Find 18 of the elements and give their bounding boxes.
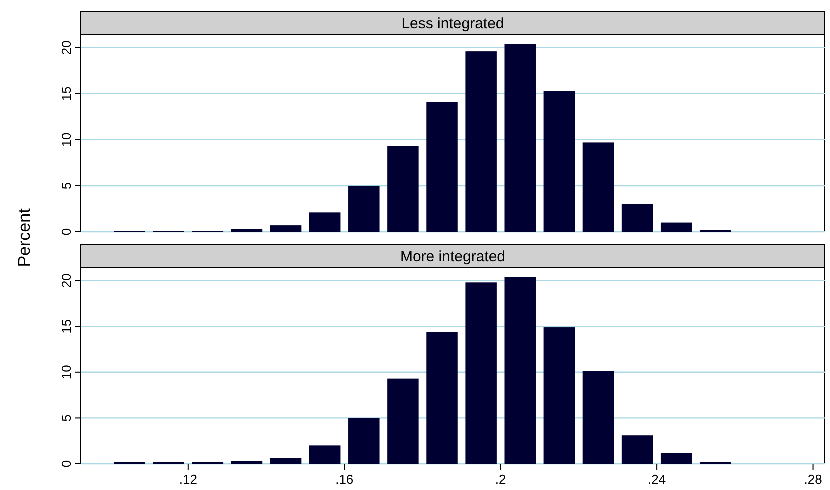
x-tick-label: .28: [804, 472, 822, 487]
y-tick-label: 10: [59, 365, 74, 380]
x-tick-label: .12: [179, 472, 198, 487]
chart-title: More integrated: [400, 248, 506, 266]
y-tick-label: 20: [59, 274, 74, 288]
y-tick-label: 15: [59, 319, 74, 334]
y-axis-title: Percent: [15, 208, 34, 268]
x-tick-label: .16: [336, 472, 354, 487]
x-tick-label: .2: [495, 472, 506, 487]
x-tick-label: .24: [648, 472, 666, 487]
y-tick-label: 0: [59, 228, 74, 236]
y-tick-label: 15: [59, 86, 74, 102]
y-tick-label: 5: [59, 182, 74, 190]
y-tick-label: 10: [59, 132, 74, 148]
y-tick-label: 0: [59, 460, 74, 468]
y-tick-label: 5: [59, 414, 74, 422]
chart-title: Less integrated: [402, 16, 504, 32]
y-tick-label: 20: [59, 40, 74, 56]
